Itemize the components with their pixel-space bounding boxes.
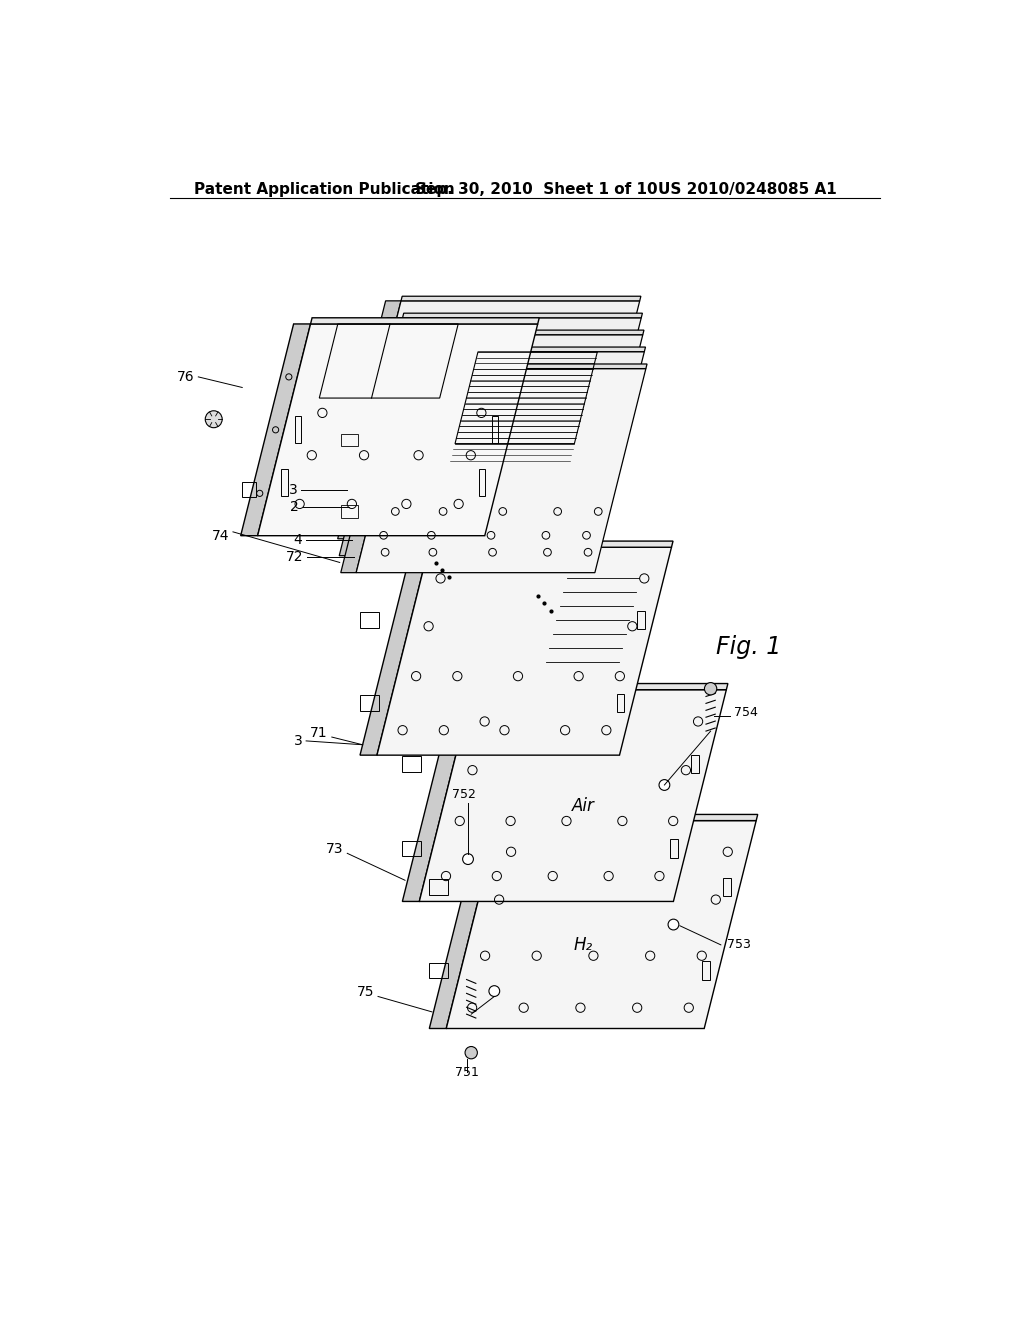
Circle shape [465, 1047, 477, 1059]
Bar [402, 841, 421, 857]
Polygon shape [408, 364, 647, 368]
Text: 71: 71 [310, 726, 328, 741]
Text: 73: 73 [326, 842, 343, 857]
Text: 754: 754 [734, 706, 758, 718]
Bar [429, 962, 447, 978]
Bar [402, 756, 421, 771]
Circle shape [488, 986, 500, 997]
Polygon shape [402, 689, 472, 902]
Bar [616, 694, 625, 713]
Text: 3: 3 [289, 483, 297, 496]
Text: 752: 752 [453, 788, 476, 800]
Polygon shape [335, 301, 401, 506]
Bar [429, 879, 447, 895]
Text: 75: 75 [356, 986, 374, 999]
Polygon shape [429, 541, 673, 548]
Polygon shape [258, 323, 538, 536]
Circle shape [668, 919, 679, 929]
Text: Patent Application Publication: Patent Application Publication [194, 182, 455, 197]
Bar [335, 437, 351, 450]
Polygon shape [351, 318, 641, 521]
Polygon shape [336, 318, 402, 521]
Text: 751: 751 [456, 1065, 479, 1078]
Bar [691, 755, 699, 774]
Polygon shape [377, 548, 672, 755]
Polygon shape [350, 301, 640, 506]
Text: 3: 3 [294, 734, 302, 748]
Polygon shape [429, 821, 499, 1028]
Polygon shape [419, 689, 726, 902]
Circle shape [205, 411, 222, 428]
Bar [335, 366, 351, 379]
Bar [339, 488, 356, 500]
Text: 753: 753 [727, 937, 752, 950]
Bar [493, 416, 499, 444]
Polygon shape [241, 323, 310, 536]
Circle shape [705, 682, 717, 694]
Bar [295, 416, 301, 444]
Bar [360, 696, 379, 711]
Polygon shape [310, 318, 540, 323]
Polygon shape [360, 548, 429, 755]
Text: Air: Air [571, 797, 594, 816]
Bar [341, 434, 357, 446]
Text: 2: 2 [290, 499, 299, 513]
Polygon shape [338, 335, 404, 539]
Text: 72: 72 [286, 550, 303, 565]
Polygon shape [353, 335, 643, 539]
Polygon shape [401, 296, 641, 301]
Circle shape [463, 854, 473, 865]
Polygon shape [406, 347, 645, 351]
Bar [282, 470, 288, 496]
Circle shape [659, 780, 670, 791]
Bar [341, 506, 357, 517]
Bar [723, 878, 730, 896]
Bar [338, 400, 354, 412]
Bar [336, 454, 353, 467]
Text: 74: 74 [212, 529, 229, 543]
Bar [336, 383, 353, 396]
Text: 4: 4 [293, 533, 302, 548]
Bar [479, 470, 485, 496]
Bar [338, 471, 354, 483]
Text: Fig. 1: Fig. 1 [716, 635, 781, 660]
Bar [339, 417, 356, 429]
Text: Sep. 30, 2010  Sheet 1 of 10: Sep. 30, 2010 Sheet 1 of 10 [416, 182, 658, 197]
Polygon shape [356, 368, 646, 573]
Bar [702, 961, 710, 979]
Bar [360, 612, 379, 628]
Polygon shape [404, 330, 644, 335]
Text: H₂: H₂ [573, 936, 593, 954]
Polygon shape [354, 351, 644, 556]
Bar [670, 840, 678, 858]
Bar [243, 482, 256, 498]
Text: 76: 76 [177, 370, 195, 384]
Text: US 2010/0248085 A1: US 2010/0248085 A1 [658, 182, 837, 197]
Polygon shape [341, 368, 408, 573]
Polygon shape [446, 821, 756, 1028]
Bar [637, 611, 645, 630]
Polygon shape [402, 313, 642, 318]
Polygon shape [472, 684, 728, 689]
Polygon shape [339, 351, 406, 556]
Polygon shape [499, 814, 758, 821]
